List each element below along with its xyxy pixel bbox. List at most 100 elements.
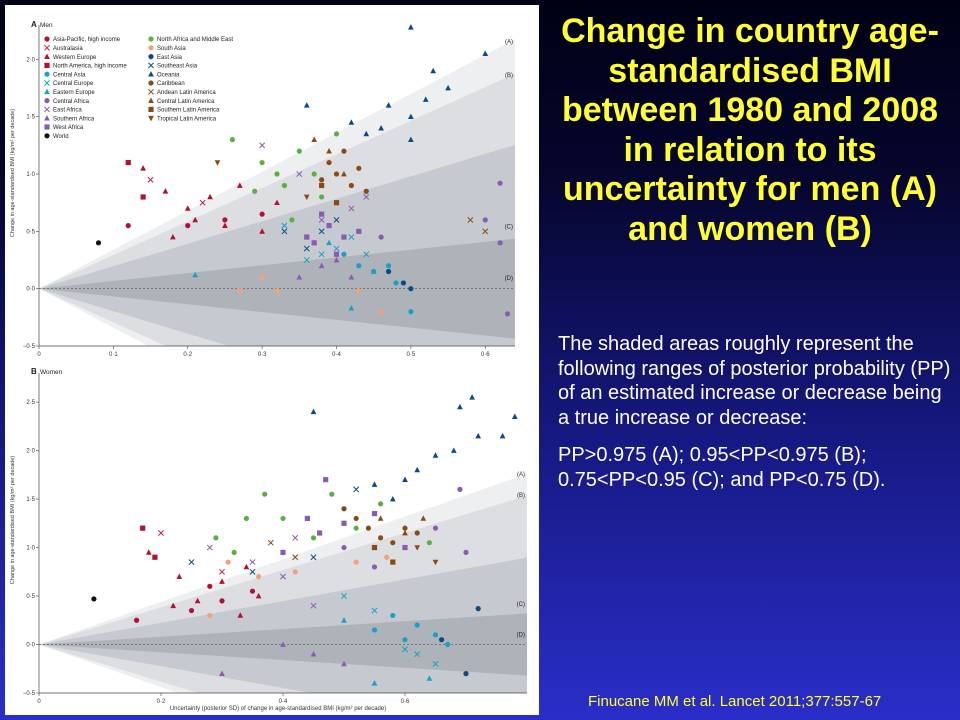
panel-b-data-point: [371, 627, 378, 633]
legend-entry: North Africa and Middle East: [157, 37, 233, 43]
panel-b-data-point: [310, 408, 317, 415]
panel-a-data-point: [445, 84, 451, 91]
panel-b-data-point: [402, 525, 408, 531]
panel-b-data-point: [310, 554, 317, 561]
panel-b-y-tick-label: −0·5: [23, 691, 36, 697]
panel-a-data-point: [348, 274, 355, 280]
panel-a-data-point: [363, 130, 370, 137]
legend-marker: [148, 62, 154, 69]
legend-entry: Eastern Europe: [53, 90, 95, 96]
panel-a-y-tick-label: 2·0: [26, 57, 35, 63]
slide-title: Change in country age-standardised BMI b…: [561, 12, 939, 248]
panel-a-data-point: [229, 137, 235, 143]
panel-b-data-point: [219, 578, 225, 584]
legend-entry: Central Asia: [53, 72, 86, 78]
panel-b-data-point: [378, 535, 384, 541]
legend-entry: Central Africa: [53, 99, 90, 105]
panel-a-data-point: [214, 160, 221, 166]
panel-a-data-point: [341, 170, 347, 177]
panel-b-zone-label: (A): [517, 472, 525, 478]
panel-a-data-point: [497, 240, 503, 246]
legend-marker: [44, 53, 50, 59]
panel-a-x-tick-label: 0·1: [109, 352, 118, 358]
panel-b-data-point: [432, 632, 439, 638]
panel-a-data-point: [333, 171, 340, 177]
panel-b-data-point: [158, 530, 164, 536]
legend-entry: World: [53, 134, 69, 140]
panel-b-data-point: [249, 568, 256, 575]
panel-a-label: A: [31, 20, 37, 29]
panel-a-legend: Asia-Pacific, high income Australasia West…: [44, 36, 233, 140]
panel-b-women: −0·5 0·0 0·5 1·0 1·5 2·0 2·5 0 0·2 0·4 0·6 (A) (B) (C…: [10, 367, 527, 712]
panel-a-data-point: [274, 288, 280, 294]
panel-b-data-point: [353, 559, 359, 565]
panel-b-zone-label: (D): [517, 633, 525, 639]
panel-a-data-point: [356, 165, 362, 171]
panel-b-data-point: [256, 574, 262, 580]
panel-b-ylabel: Change in age-standardised BMI (kg/m² pe…: [10, 456, 16, 585]
panel-a-title: Men: [40, 22, 53, 29]
legend-entry: Caribbean: [157, 81, 185, 87]
panel-b-data-point: [353, 486, 360, 493]
panel-b-data-point: [402, 476, 408, 483]
panel-a-data-point: [341, 148, 347, 154]
panel-b-data-point: [353, 525, 359, 531]
panel-a-data-point: [356, 228, 362, 234]
panel-b-data-point: [402, 646, 408, 653]
panel-a-data-point: [319, 182, 325, 189]
panel-a-data-point: [363, 251, 370, 258]
legend-entry: Southern Latin America: [157, 108, 220, 114]
panel-b-data-point: [237, 612, 244, 618]
panel-b-data-point: [188, 559, 195, 566]
panel-a-data-point: [318, 251, 325, 258]
panel-b-data-point: [390, 540, 396, 546]
panel-a-y-tick-label: 1·5: [26, 115, 35, 121]
panel-a-data-point: [333, 256, 340, 263]
panel-b-data-point: [371, 511, 378, 517]
panel-a-data-point: [408, 24, 414, 30]
panel-a-data-point: [482, 228, 489, 235]
legend-marker: [44, 133, 50, 139]
panel-a-data-point: [140, 165, 146, 171]
panel-a-data-point: [482, 50, 489, 57]
panel-a-data-point: [318, 228, 325, 235]
legend-entry: Tropical Latin America: [157, 116, 217, 122]
panel-b-y-tick-label: 0·5: [26, 594, 35, 600]
slide-notes: The shaded areas roughly represent the f…: [558, 332, 954, 505]
panel-a-data-point: [356, 263, 362, 269]
panel-b-data-point: [219, 670, 225, 676]
panel-b-data-point: [426, 675, 433, 681]
panel-b-data-point: [457, 403, 463, 410]
panel-b-data-point: [445, 641, 451, 648]
panel-a-data-point: [303, 245, 310, 252]
panel-b-data-point: [432, 452, 439, 458]
panel-b-data-point: [475, 606, 481, 612]
panel-b-data-point: [402, 544, 408, 551]
panel-b-data-point: [475, 432, 482, 439]
panel-a-data-point: [125, 159, 131, 166]
legend-entry: Western Europe: [53, 55, 97, 61]
legend-entry: Andean Latin America: [157, 90, 216, 96]
panel-a-y-tick-label: 0·5: [26, 229, 35, 235]
legend-marker: [148, 36, 154, 42]
panel-b-data-point: [304, 515, 310, 522]
legend-marker: [44, 124, 50, 130]
legend-entry: Australasia: [53, 46, 83, 52]
legend-marker: [44, 36, 50, 42]
legend-marker: [44, 88, 50, 95]
legend-marker: [44, 115, 50, 121]
legend-entry: South Asia: [157, 46, 186, 52]
panel-b-y-tick-label: 2·0: [26, 449, 35, 455]
panel-a-data-point: [296, 171, 303, 177]
panel-b-zone-label: (B): [517, 493, 525, 499]
legend-entry: Central Europe: [53, 81, 94, 87]
panel-a-data-point: [385, 268, 392, 275]
panel-a-data-point: [281, 182, 288, 189]
panel-a-x-tick-label: 0: [37, 352, 41, 358]
panel-a-data-point: [274, 199, 280, 206]
panel-a-data-point: [252, 188, 258, 194]
panel-b-title: Women: [40, 369, 63, 376]
panel-b-data-point: [402, 637, 408, 643]
panel-a-zone-label: (C): [505, 224, 513, 230]
panel-a-data-point: [319, 194, 325, 200]
